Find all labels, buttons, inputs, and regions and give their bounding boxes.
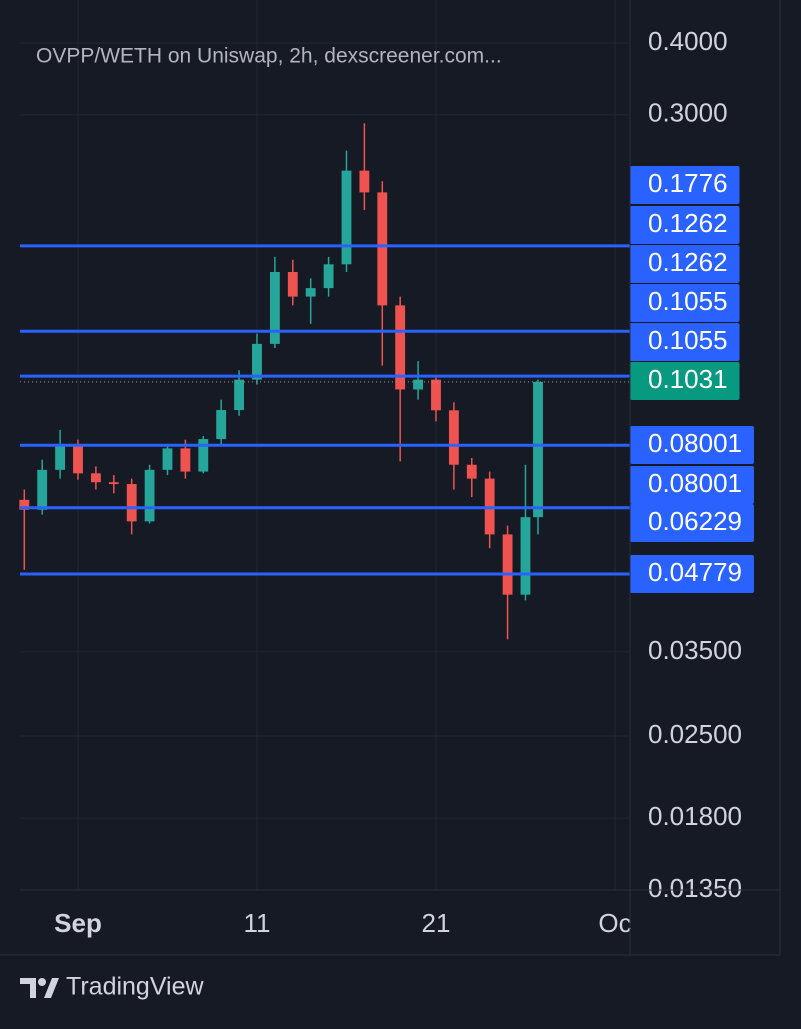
chart-title: OVPP/WETH on Uniswap, 2h, dexscreener.co… [36, 45, 502, 68]
candle-body [180, 448, 191, 472]
x-tick-label: Oc [598, 908, 631, 938]
candle-body [533, 381, 543, 518]
price-label: 0.1776 [648, 168, 728, 198]
price-label: 0.04779 [648, 557, 742, 587]
price-label-box [630, 323, 740, 361]
price-label-box [630, 166, 740, 204]
price-label-box [630, 504, 754, 542]
candle-body [73, 445, 83, 474]
candle-body [144, 469, 155, 522]
price-label: 0.1055 [648, 286, 728, 316]
y-tick-label: 0.3000 [648, 98, 728, 128]
price-label: 0.08001 [648, 468, 742, 498]
y-tick-label: 0.02500 [648, 719, 742, 749]
candle-body [287, 271, 298, 297]
candle-body [431, 379, 441, 411]
price-label: 0.1262 [648, 247, 728, 277]
candle-body [520, 517, 531, 595]
candle-body [377, 192, 388, 306]
x-tick-label: 11 [243, 908, 270, 938]
candle-body [413, 379, 423, 390]
candle-body [162, 448, 173, 470]
candle-body [55, 445, 66, 470]
candle-body [323, 264, 334, 289]
brand-logo [20, 978, 59, 998]
last-price-label-box [630, 362, 740, 400]
candle-body [37, 469, 48, 510]
candle-body [448, 410, 459, 465]
candle-body [108, 482, 119, 485]
price-label-box [630, 426, 754, 464]
price-label-box [630, 555, 754, 593]
candle-body [19, 499, 30, 510]
price-label-box [630, 245, 740, 283]
plot [19, 123, 630, 640]
x-tick-label: 21 [422, 908, 451, 938]
price-label: 0.1055 [648, 325, 728, 355]
candle-body [395, 305, 406, 390]
price-label: 0.1262 [648, 208, 728, 238]
last-price-label: 0.1031 [648, 364, 728, 394]
candle-body [359, 170, 370, 193]
candle-body [341, 170, 352, 265]
price-label-box [630, 206, 740, 244]
candle-body [252, 343, 262, 380]
price-axis: 0.4000 0.3000 0.03500 0.02500 0.01800 0.01350… [54, 26, 754, 938]
y-tick-label: 0.03500 [648, 635, 742, 665]
price-label-box [630, 284, 740, 322]
candle-body [502, 534, 513, 595]
y-tick-label: 0.01350 [648, 873, 742, 903]
candle-body [126, 484, 137, 522]
candle-body [234, 379, 245, 411]
brand: TradingView [66, 973, 205, 1001]
price-label: 0.06229 [648, 506, 742, 536]
price-label-box [630, 466, 754, 504]
y-tick-label: 0.01800 [648, 801, 742, 831]
y-tick-label: 0.4000 [648, 26, 728, 56]
price-label: 0.08001 [648, 428, 742, 458]
candle-body [90, 473, 101, 483]
x-tick-label: Sep [54, 908, 102, 938]
candle-body [305, 288, 316, 297]
candle-body [198, 439, 209, 472]
candle-body [216, 410, 227, 440]
candle-body [269, 271, 280, 344]
candle-body [466, 464, 477, 479]
